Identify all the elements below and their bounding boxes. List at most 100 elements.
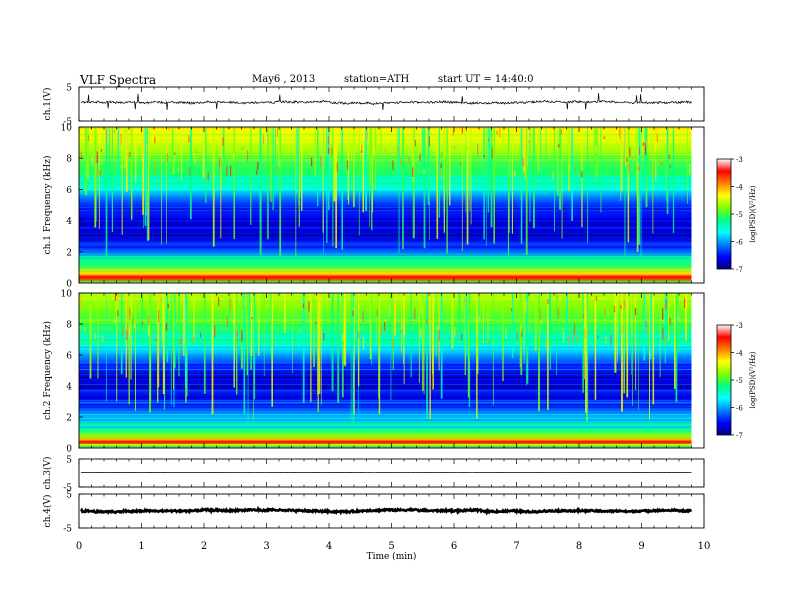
spectrogram-2-speckle: [244, 297, 246, 306]
spectrogram-1-sferic: [486, 127, 487, 246]
spectrogram-2-speckle: [488, 339, 490, 344]
spectrogram-2-speckle: [129, 307, 131, 320]
spectrogram-2-sferic: [582, 293, 584, 393]
spectrogram-2-speckle: [148, 316, 150, 326]
spectrogram-2-speckle: [352, 310, 354, 317]
spectrogram-2-band: [79, 304, 692, 306]
spectrogram-1-sferic: [108, 127, 111, 182]
spectrogram-1-sferic: [525, 127, 528, 255]
spectrogram-2-speckle: [414, 308, 416, 319]
spectrogram-2-sferic: [467, 293, 470, 398]
spectrogram-1-speckle: [522, 157, 524, 167]
spectrogram-2-speckle: [118, 293, 120, 298]
spectrogram-2-sferic: [185, 293, 187, 388]
spectrogram-1-speckle: [350, 152, 352, 160]
spectrogram-1-speckle: [120, 133, 122, 146]
spectrogram-2-speckle: [84, 327, 86, 333]
spectrogram-1-band: [79, 209, 692, 211]
spectrogram-2-sferic: [649, 293, 650, 420]
spectrogram-2-sferic: [594, 293, 597, 400]
spectrogram-1-sferic: [205, 127, 207, 203]
spectrogram-1-band: [79, 224, 692, 226]
spectrogram-1-band: [79, 127, 692, 129]
spectrogram-2-speckle: [266, 304, 268, 307]
spectrogram-2-speckle: [160, 297, 162, 302]
spectrogram-2-speckle: [604, 308, 606, 316]
spectrogram-1-sferic: [655, 127, 657, 181]
spectrogram-1-sferic: [275, 127, 276, 196]
spectrogram-1-sferic: [412, 127, 414, 183]
spectrogram-1-sferic: [638, 127, 641, 245]
spectrogram-2-speckle: [122, 326, 124, 337]
spectrogram-1-sferic: [374, 127, 377, 191]
spectrogram-1-sferic: [461, 127, 463, 251]
spectrogram-2-sferic: [106, 293, 107, 402]
spectrogram-2-speckle: [315, 321, 317, 325]
spectrogram-1-band: [79, 154, 692, 156]
spectrogram-1-band: [79, 223, 692, 225]
spectrogram-2-sferic: [292, 293, 293, 374]
spectrogram-1-speckle: [428, 136, 431, 147]
spectrogram-2-sferic: [675, 293, 678, 403]
spectrogram-1-speckle: [552, 171, 554, 181]
spectrogram-2-speckle: [214, 325, 216, 338]
spectrogram-1-speckle: [311, 157, 313, 167]
spectrogram-1-speckle: [419, 153, 421, 161]
spectrogram-2-sferic: [331, 293, 334, 392]
spectrogram-1-speckle: [461, 127, 463, 134]
spectrogram-2-speckle: [576, 335, 578, 342]
spectrogram-1-sferic: [220, 127, 222, 239]
spectrogram-2-band: [79, 369, 692, 370]
spectrogram-2-speckle: [516, 333, 518, 341]
spectrogram-2-sferic: [183, 293, 185, 357]
spectrogram-1-speckle: [642, 142, 644, 146]
spectrogram-2-speckle: [464, 297, 466, 306]
spectrogram-2-sferic: [426, 293, 428, 420]
spectrogram-2-sferic: [318, 293, 321, 394]
spectrogram-1-sferic: [272, 127, 274, 211]
spectrogram-1-speckle: [222, 137, 224, 146]
spectrogram-2-sferic: [97, 293, 99, 379]
spectrogram-1-sferic: [624, 127, 626, 260]
spectrogram-1-sferic: [600, 127, 602, 213]
spectrogram-2-sferic: [270, 293, 272, 355]
spectrogram-1-sferic: [335, 127, 337, 249]
spectrogram-1-speckle: [397, 145, 399, 156]
y-tick-label: -5: [63, 525, 72, 535]
spectrogram-1-speckle: [257, 162, 259, 170]
spectrogram-1-sferic: [398, 127, 400, 182]
spectrogram-1-speckle: [275, 167, 277, 175]
colorbar-tick-label: -7: [736, 432, 743, 440]
spectrogram-1-speckle: [626, 157, 628, 162]
spectrogram-2-sferic: [403, 293, 405, 384]
spectrogram-1-speckle: [414, 139, 417, 147]
spectrogram-1-sferic: [666, 127, 669, 214]
spectrogram-1-sferic: [396, 127, 398, 169]
spectrogram-1-speckle: [433, 146, 435, 152]
spectrogram-2-speckle: [141, 321, 144, 325]
spectrogram-2-speckle: [251, 316, 253, 320]
spectrogram-2-speckle: [583, 313, 585, 319]
spectrogram-1-speckle: [689, 163, 691, 176]
y-tick-label: 0: [66, 445, 72, 455]
spectrogram-1-speckle: [91, 155, 93, 166]
spectrogram-2-speckle: [485, 311, 487, 322]
y-tick-label: 6: [66, 186, 72, 196]
spectrogram-1-sferic: [328, 127, 330, 211]
spectrogram-1-speckle: [113, 130, 115, 134]
spectrogram-1-sferic: [362, 127, 364, 213]
spectrogram-2-speckle: [541, 335, 543, 338]
spectrogram-1-sferic: [171, 127, 174, 174]
spectrogram-1-sferic: [365, 127, 368, 211]
spectrogram-2-speckle: [573, 323, 576, 335]
spectrogram-1-sferic: [554, 127, 555, 232]
spectrogram-2-speckle: [511, 308, 513, 312]
spectrogram-1-sferic: [142, 127, 145, 215]
spectrogram-2-sferic: [271, 293, 273, 407]
spectrogram-1-sferic: [520, 127, 522, 201]
spectrogram-1-sferic: [222, 127, 225, 185]
spectrogram-1-sferic: [687, 127, 688, 204]
spectrogram-2-speckle: [236, 338, 238, 342]
spectrogram-1-band: [79, 222, 692, 223]
spectrogram-2-speckle: [94, 333, 96, 340]
